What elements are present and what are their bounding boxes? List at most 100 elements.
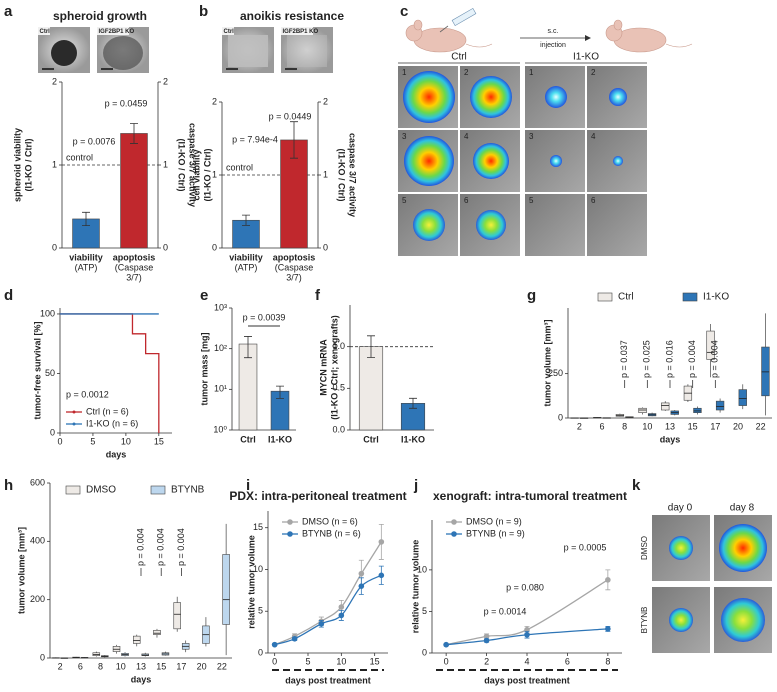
x-tick-label: 2 — [58, 661, 63, 671]
x-tick-label: (ATP) — [75, 262, 98, 272]
chart-title: xenograft: intra-tumoral treatment — [433, 489, 627, 503]
y-tick-label: 0 — [50, 427, 55, 437]
x-tick-label: (Caspase — [115, 262, 154, 272]
x-tick-label: apoptosis — [113, 252, 156, 262]
x-axis-label: days post treatment — [484, 675, 570, 685]
legend-label: Ctrl — [618, 292, 634, 303]
legend-marker — [287, 531, 293, 537]
legend-label: BTYNB (n = 9) — [466, 528, 525, 538]
x-tick-label: 15 — [156, 661, 166, 671]
signal — [669, 536, 693, 560]
y-axis-label: MYCN mRNA — [318, 339, 328, 396]
y2-axis-label: caspase 3/7 activity — [348, 133, 358, 217]
data-point — [358, 583, 365, 589]
signal — [473, 143, 509, 179]
column-label: day 0 — [668, 503, 693, 514]
x-tick-label: 20 — [733, 421, 743, 431]
x-tick-label: 0 — [272, 656, 277, 666]
legend-label: Ctrl (n = 6) — [86, 406, 129, 416]
signal — [609, 88, 627, 106]
error-bar — [82, 211, 90, 226]
image-label-bg — [281, 27, 313, 35]
error-bar — [242, 214, 250, 226]
tile-number: 5 — [402, 196, 407, 205]
y-tick-label: 2 — [212, 96, 217, 106]
annotation: p = 0.0459 — [105, 98, 148, 108]
ivis-tile — [525, 194, 585, 256]
y-tick-label: 50 — [45, 368, 55, 378]
panel-letter: d — [4, 287, 13, 304]
legend-marker — [72, 410, 76, 414]
signal — [545, 86, 567, 108]
tile-number: 3 — [402, 132, 407, 141]
legend-swatch — [65, 485, 81, 495]
legend-swatch — [150, 485, 166, 495]
bar — [358, 346, 384, 431]
panel-letter: g — [527, 287, 536, 304]
tile-number: 2 — [464, 68, 469, 77]
annotation: p = 0.0014 — [484, 606, 527, 616]
y-axis-label: spheroid viability — [12, 128, 22, 202]
x-tick-label: I1-KO — [268, 434, 292, 444]
x-tick-label: 0 — [444, 656, 449, 666]
x-tick-label: (Caspase — [275, 262, 314, 272]
y-tick-label: 5 — [258, 606, 263, 616]
signal — [413, 209, 445, 241]
signal — [470, 76, 512, 118]
y-tick-label: 400 — [30, 536, 45, 546]
group-label: I1-KO — [573, 52, 599, 63]
y-axis-label: (I1-KO / Ctrl) — [202, 148, 212, 201]
panel-letter: c — [400, 3, 408, 20]
y-axis-label: (I1-KO / Ctrl) — [23, 138, 33, 191]
y2-tick-label: 0 — [163, 242, 168, 252]
signal — [613, 156, 623, 166]
annotation: p = 0.004 — [710, 340, 720, 378]
image-label-bg — [222, 27, 234, 35]
x-tick-label: 6 — [78, 661, 83, 671]
x-tick-label: 2 — [577, 421, 582, 431]
y-axis-label: (I1-KO / Ctrl; xenografts) — [329, 315, 339, 420]
y-tick-label: 0 — [52, 242, 57, 252]
tile-number: 4 — [591, 132, 596, 141]
box — [153, 629, 161, 635]
syringe — [439, 7, 477, 33]
series-line — [274, 541, 382, 646]
annotation: p = 0.004 — [687, 340, 697, 378]
x-tick-label: 3/7) — [286, 272, 302, 282]
annotation: p = 0.0039 — [243, 312, 286, 322]
legend-label: DMSO — [86, 485, 116, 496]
x-tick-label: (ATP) — [235, 262, 258, 272]
tile-number: 5 — [529, 196, 534, 205]
annotation: p = 0.004 — [135, 528, 145, 566]
series-line — [446, 579, 609, 646]
y-axis-label: relative tumor volume — [410, 540, 420, 634]
x-tick-label: 10 — [116, 661, 126, 671]
y-tick-label: 0.0 — [332, 424, 345, 434]
annotation: p = 7.94e-4 — [232, 134, 278, 144]
x-tick-label: 10 — [121, 436, 131, 446]
y-tick-label: 0 — [422, 647, 427, 657]
box — [222, 554, 230, 625]
cell-texture — [287, 35, 327, 67]
x-tick-label: 15 — [154, 436, 164, 446]
x-tick-label: 8 — [98, 661, 103, 671]
x-tick-label: 4 — [524, 656, 529, 666]
annotation: p = 0.037 — [619, 340, 629, 378]
panel-letter: i — [246, 477, 250, 494]
annotation: p = 0.016 — [664, 340, 674, 378]
box — [133, 635, 141, 644]
x-tick-label: 2 — [484, 656, 489, 666]
box — [173, 602, 181, 630]
box — [715, 400, 725, 411]
error-bar — [367, 335, 375, 358]
x-tick-label: apoptosis — [273, 252, 316, 262]
reference-label: control — [226, 162, 253, 172]
chart-title: PDX: intra-peritoneal treatment — [229, 489, 406, 503]
data-point — [358, 570, 365, 577]
data-point — [318, 620, 325, 627]
x-tick-label: 15 — [688, 421, 698, 431]
image-label-bg — [38, 27, 50, 35]
data-point — [483, 637, 490, 644]
injection-label: s.c. — [548, 28, 559, 35]
signal — [721, 598, 765, 642]
